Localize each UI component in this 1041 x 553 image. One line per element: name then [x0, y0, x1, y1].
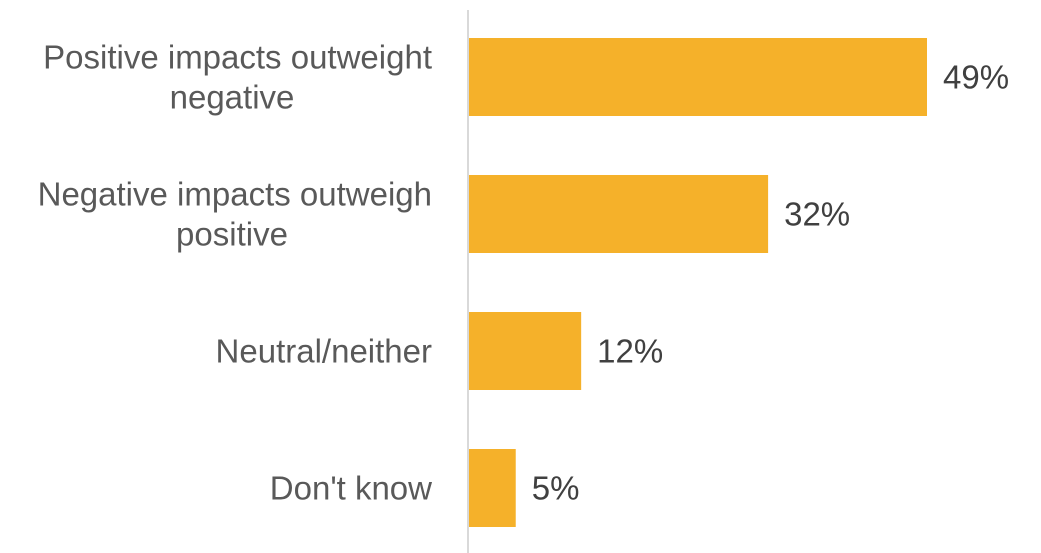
- value-labels-group: 49% 32% 12% 5%: [532, 59, 1009, 507]
- category-label-1-line-0: Negative impacts outweigh: [38, 176, 432, 213]
- bar-3: [469, 449, 516, 527]
- value-label-0: 49%: [943, 59, 1009, 96]
- value-label-1: 32%: [784, 196, 850, 233]
- category-label-0-line-0: Positive impacts outweight: [43, 39, 432, 76]
- bars-group: [469, 38, 927, 527]
- bar-1: [469, 175, 769, 253]
- value-label-2: 12%: [597, 333, 663, 370]
- bar-2: [469, 312, 582, 390]
- value-label-3: 5%: [532, 470, 580, 507]
- category-label-1-line-1: positive: [176, 216, 288, 253]
- bar-0: [469, 38, 927, 116]
- category-label-3-line-0: Don't know: [270, 470, 432, 507]
- category-label-0-line-1: negative: [170, 79, 295, 116]
- category-label-2-line-0: Neutral/neither: [216, 333, 432, 370]
